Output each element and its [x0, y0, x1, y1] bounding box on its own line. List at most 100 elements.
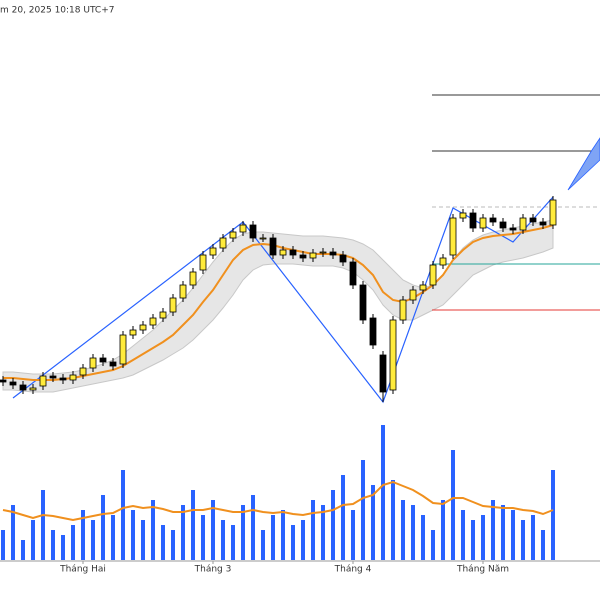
candle-body — [9, 381, 17, 386]
candle-body — [149, 317, 157, 326]
candle-body — [499, 221, 507, 229]
volume-bar — [231, 525, 235, 560]
volume-bar — [491, 500, 495, 560]
candle-body — [369, 317, 377, 346]
candle-body — [429, 264, 437, 286]
candle-body — [179, 284, 187, 299]
candle-body — [319, 251, 327, 254]
candle-body — [79, 367, 87, 376]
candle-body — [159, 311, 167, 319]
candle-body — [309, 252, 317, 259]
volume-bar — [181, 505, 185, 560]
volume-bar — [441, 500, 445, 560]
volume-bar — [281, 510, 285, 560]
volume-bar — [11, 505, 15, 560]
volume-bar — [81, 510, 85, 560]
candle-body — [219, 237, 227, 249]
volume-bar — [551, 470, 555, 560]
candle-body — [539, 221, 547, 226]
volume-bar — [71, 525, 75, 560]
volume-bar — [201, 515, 205, 560]
volume-bar — [221, 520, 225, 560]
zigzag-line — [12, 196, 554, 404]
candle-body — [209, 247, 217, 256]
candle-body — [259, 237, 267, 240]
volume-bar — [21, 540, 25, 560]
candle-body — [469, 212, 477, 229]
volume-bar — [271, 515, 275, 560]
x-tick-label: Tháng Hai — [59, 565, 106, 575]
volume-bar — [31, 520, 35, 560]
volume-bar — [531, 515, 535, 560]
candle-body — [419, 284, 427, 291]
candle-body — [169, 297, 177, 313]
candle-body — [549, 199, 557, 226]
volume-bar — [151, 500, 155, 560]
candle-body — [329, 251, 337, 256]
candle-body — [339, 254, 347, 263]
candle-body — [529, 217, 537, 223]
volume-bar — [211, 500, 215, 560]
candle-body — [439, 257, 447, 266]
candle-body — [359, 284, 367, 321]
volume-bar — [41, 490, 45, 560]
volume-bar — [251, 495, 255, 560]
plot: Tháng Hai Tháng 3 Tháng 4 Tháng Năm — [0, 94, 600, 575]
volume-bar — [431, 530, 435, 560]
volume-bar — [511, 510, 515, 560]
candle-body — [59, 377, 67, 381]
moving-average — [3, 224, 554, 381]
candle-body — [479, 217, 487, 229]
volume-bar — [321, 505, 325, 560]
x-tick-label: Tháng Năm — [456, 565, 509, 575]
volume-bar — [541, 530, 545, 560]
volume-bar — [171, 530, 175, 560]
candle-body — [509, 227, 517, 231]
candle-body — [69, 374, 77, 381]
candle-body — [409, 289, 417, 301]
volume-bar — [421, 515, 425, 560]
volume-bar — [331, 490, 335, 560]
timestamp: m 20, 2025 10:18 UTC+7 — [0, 6, 114, 16]
volume-bar — [411, 505, 415, 560]
volume-bar — [161, 525, 165, 560]
volume-bar — [191, 490, 195, 560]
candle-body — [349, 261, 357, 286]
candle-body — [89, 357, 97, 369]
volume-bar — [131, 510, 135, 560]
candle-body — [139, 324, 147, 331]
volume-bar — [361, 460, 365, 560]
candle-body — [19, 384, 27, 391]
volume-bar — [381, 425, 385, 560]
candle-body — [249, 224, 257, 239]
volume-bar — [1, 530, 5, 560]
candle-body — [299, 254, 307, 259]
candle-body — [119, 334, 127, 365]
candle-body — [99, 357, 107, 363]
volume-bar — [341, 475, 345, 560]
volume-bar — [471, 520, 475, 560]
x-tick-label: Tháng 3 — [194, 565, 232, 575]
volume-bar — [291, 525, 295, 560]
band — [2, 219, 554, 393]
candle-body — [279, 249, 287, 256]
volume-bar — [241, 505, 245, 560]
volume-bar — [261, 530, 265, 560]
candle-body — [129, 329, 137, 336]
candle-body — [399, 299, 407, 321]
projection-arrow — [567, 137, 600, 191]
candle-body — [269, 237, 277, 256]
volume-bar — [401, 500, 405, 560]
candle-body — [379, 354, 387, 393]
candle-body — [39, 375, 47, 387]
candle-body — [449, 217, 457, 256]
candle-body — [29, 387, 37, 391]
candle-body — [289, 249, 297, 256]
candle-body — [189, 271, 197, 286]
volume-bar — [101, 495, 105, 560]
volume-bar — [301, 520, 305, 560]
volume-bar — [121, 470, 125, 560]
candle-body — [199, 254, 207, 271]
